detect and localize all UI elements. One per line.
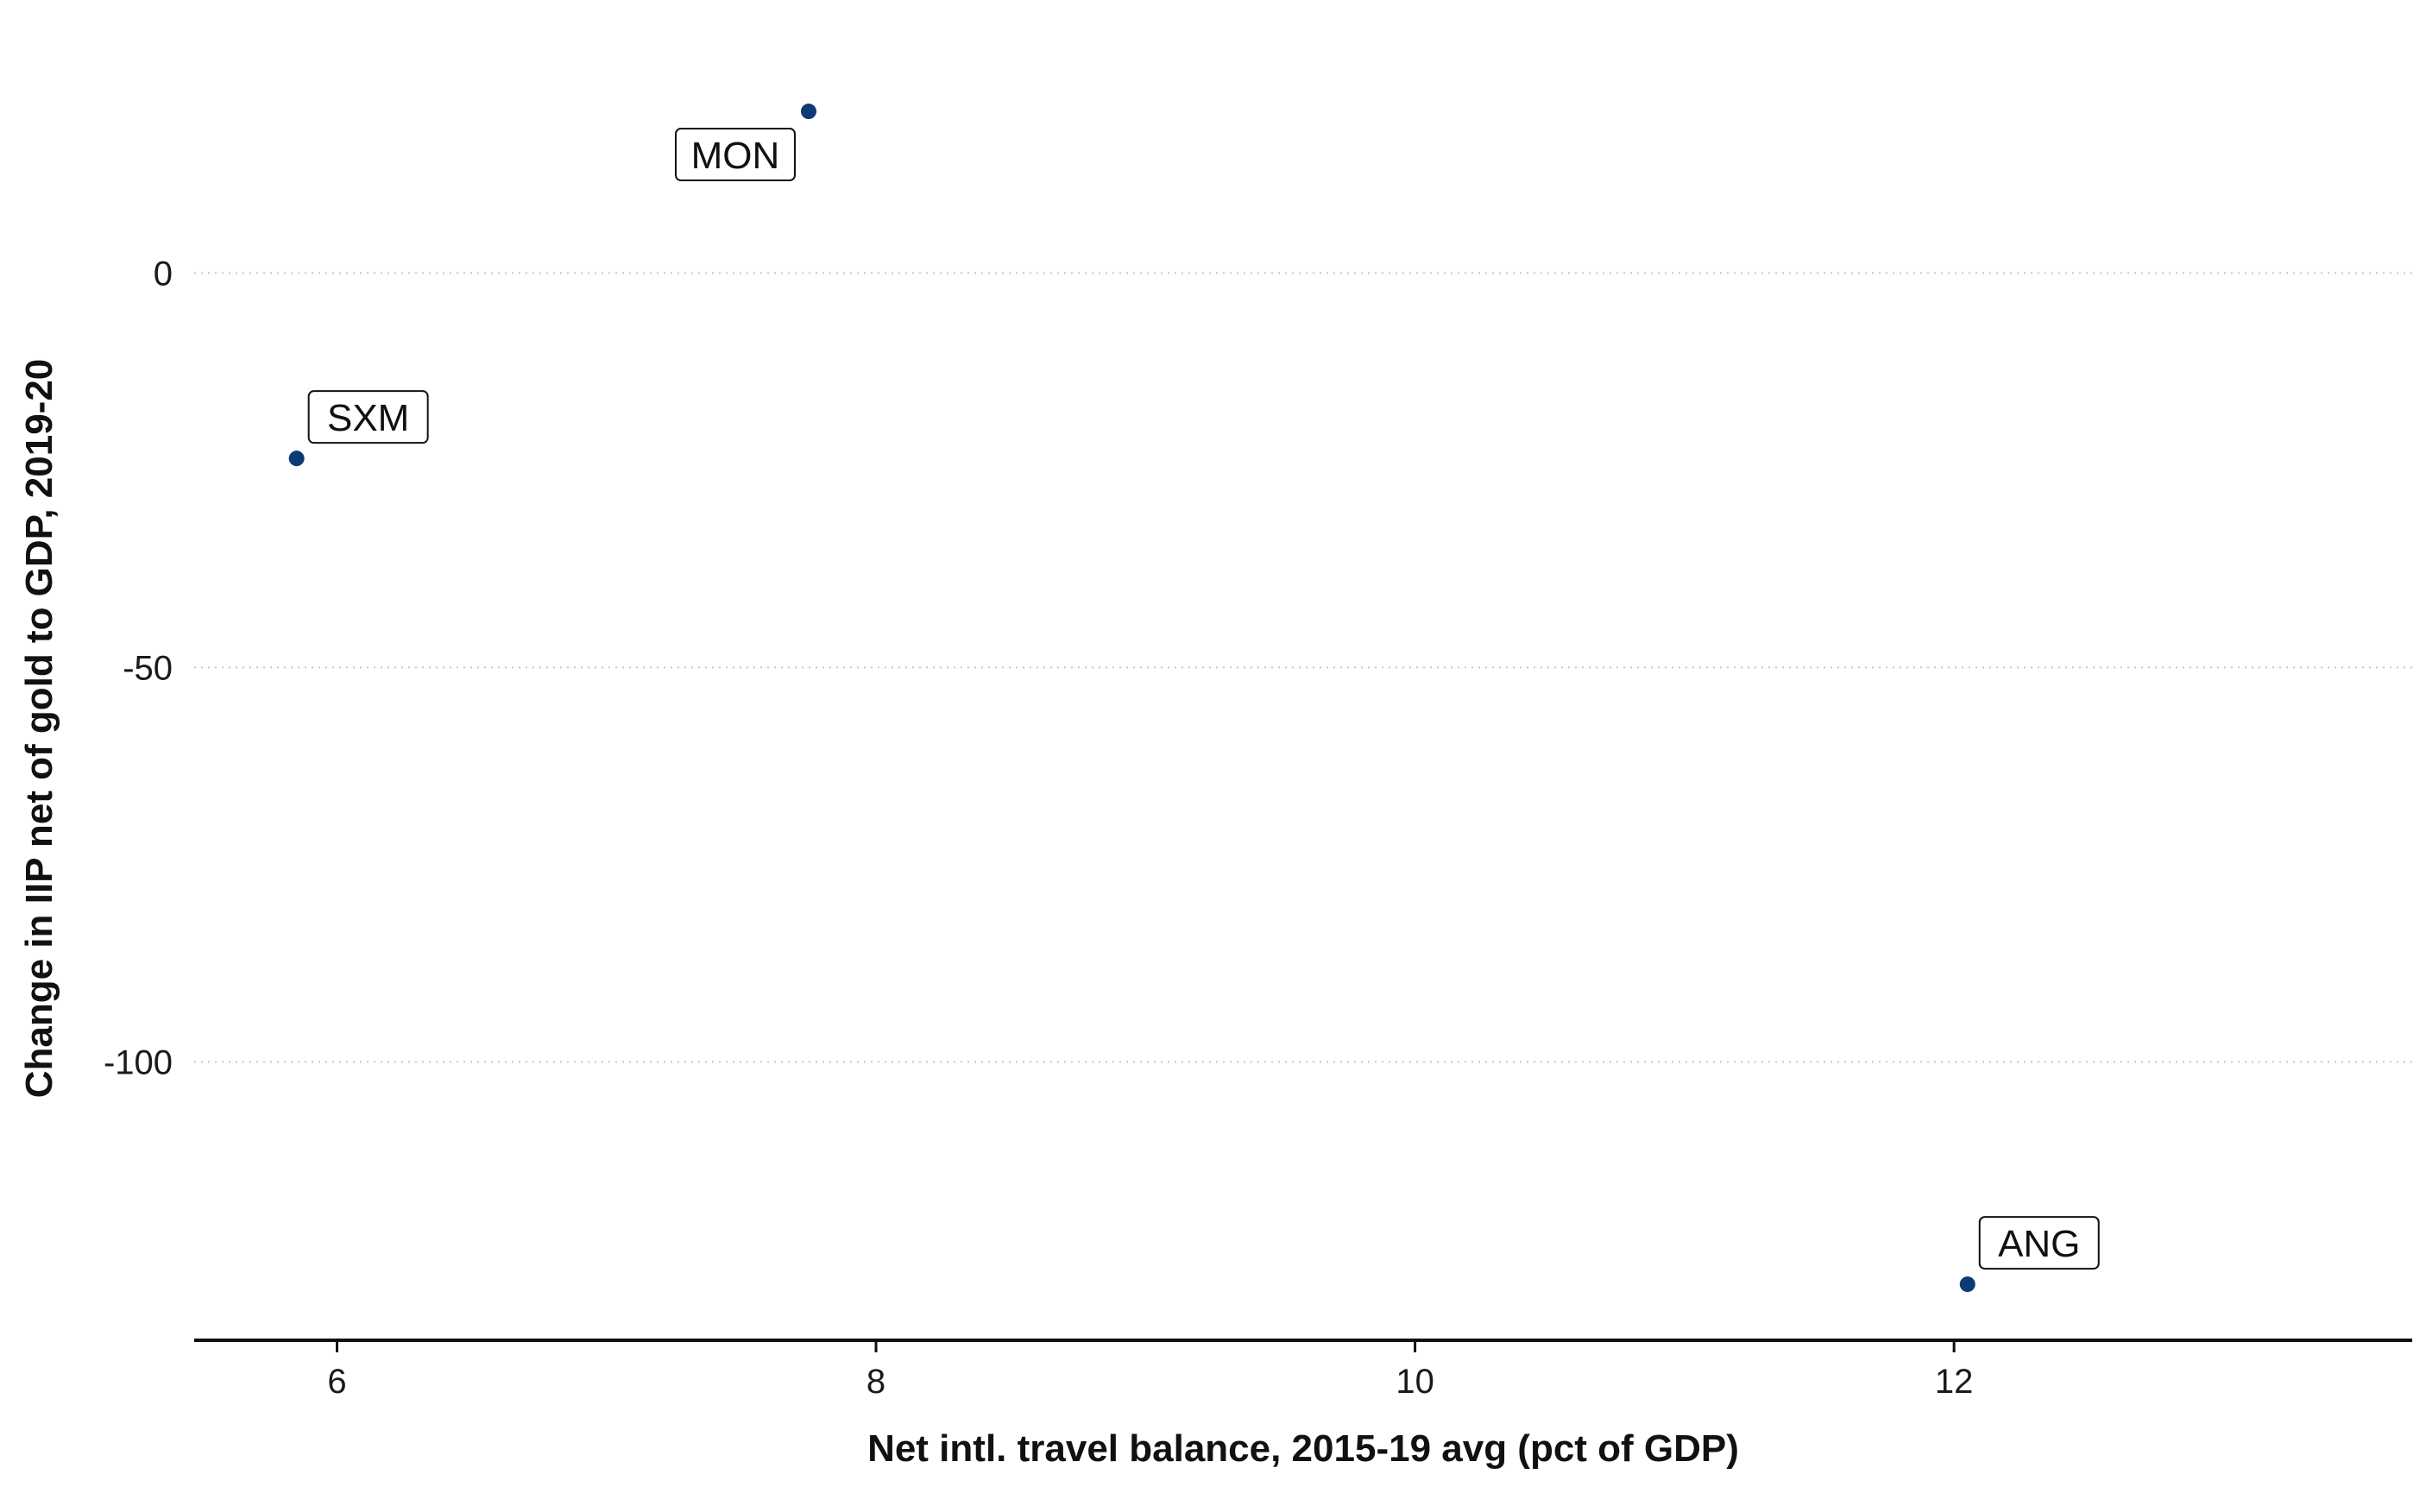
point-labels: MON SXM ANG: [307, 128, 2100, 1270]
x-tick-label: 8: [866, 1363, 885, 1401]
point-label-box: [674, 128, 796, 182]
point-label-box: [307, 390, 429, 444]
y-tick-label: -50: [123, 649, 173, 687]
gridlines: [194, 272, 2412, 1063]
x-axis-title: Net intl. travel balance, 2015-19 avg (p…: [867, 1427, 1739, 1470]
y-axis-title: Change in IIP net of gold to GDP, 2019-2…: [18, 359, 60, 1099]
point-label-sxm: SXM: [307, 390, 429, 444]
x-tick-label: 12: [1935, 1363, 1974, 1401]
point-label-text: SXM: [327, 397, 409, 439]
x-tick-label: 10: [1396, 1363, 1434, 1401]
axes: 0 -50 -100 6 8 10 12: [104, 255, 2412, 1401]
y-tick-label: -100: [104, 1043, 173, 1081]
point-label-text: MON: [691, 135, 780, 177]
scatter-point-mon: [800, 104, 816, 120]
point-label-box: [1978, 1216, 2100, 1270]
x-tick-label: 6: [327, 1363, 346, 1401]
point-label-ang: ANG: [1978, 1216, 2100, 1270]
scatter-point-sxm: [288, 450, 305, 467]
scatter-point-ang: [1959, 1276, 1975, 1293]
point-label-text: ANG: [1998, 1223, 2080, 1265]
point-label-mon: MON: [674, 128, 796, 182]
data-points: [288, 104, 1975, 1293]
y-tick-label: 0: [154, 255, 173, 293]
